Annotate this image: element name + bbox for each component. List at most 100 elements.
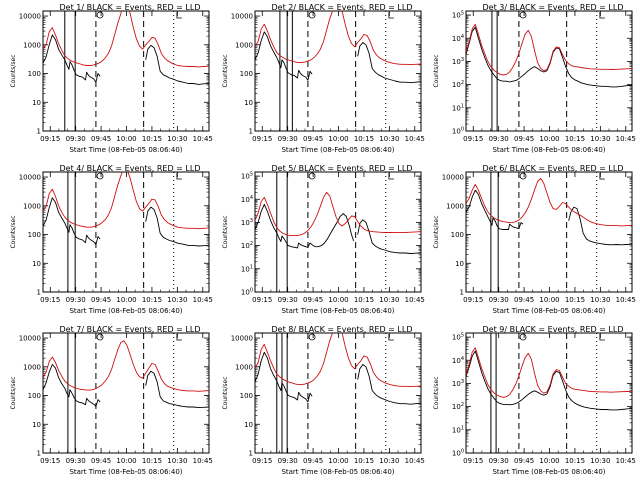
x-tick-label: 09:30 [278,296,298,304]
tick-exponent: 1 [250,264,253,270]
night-marker-icon [388,173,394,180]
tick-exponent: 0 [461,449,464,455]
series-line-lld [466,177,632,227]
series-line-events [255,31,421,84]
plot-title: Det 6/ BLACK = Events, RED = LLD [483,164,624,173]
y-tick-label: 100 [451,231,464,239]
x-tick-label: 10:30 [379,296,399,304]
x-tick-label: 09:15 [463,457,483,465]
night-marker-icon [388,334,394,341]
y-tick-label: 104 [452,34,464,43]
series-line-lld [466,23,632,76]
x-tick-label: 09:30 [278,135,298,143]
y-tick-label: 1 [249,450,253,458]
series-line-lld [466,347,632,398]
x-tick-label: 10:15 [565,296,585,304]
y-tick-label: 102 [452,80,464,89]
y-tick-label: 1 [37,289,41,297]
y-tick-label: 1000 [235,41,253,49]
x-tick-label: 09:30 [66,135,86,143]
tick-exponent: 4 [250,195,253,201]
x-tick-label: 09:45 [514,457,534,465]
series-line-lld [43,172,209,230]
x-tick-label: 10:00 [539,296,559,304]
tick-base: 10 [452,403,461,411]
y-tick-label: 102 [452,402,464,411]
x-tick-label: 10:00 [116,457,136,465]
series-line-lld [255,191,421,237]
y-axis-label: Counts/sec [433,54,440,87]
x-tick-label: 09:15 [463,135,483,143]
y-axis-label: Counts/sec [433,376,440,409]
x-tick-label: 09:45 [91,296,111,304]
x-tick-label: 10:30 [379,457,399,465]
x-tick-label: 10:15 [354,135,374,143]
x-tick-label: 09:30 [489,296,509,304]
tick-base: 10 [241,242,250,250]
x-tick-label: 09:30 [278,457,298,465]
x-axis-label: Start Time (08-Feb-05 08:06:40) [492,468,605,476]
y-tick-label: 10000 [231,335,253,343]
plot-frame [465,332,633,454]
plot-title: Det 3/ BLACK = Events, RED = LLD [483,3,624,12]
y-tick-label: 102 [241,241,253,250]
y-tick-label: 10 [32,421,41,429]
x-tick-label: 10:45 [616,457,636,465]
x-tick-label: 10:00 [539,135,559,143]
x-tick-label: 10:45 [405,457,425,465]
y-tick-label: 1 [460,289,464,297]
x-tick-label: 09:15 [40,457,60,465]
panel-det-1: Det 1/ BLACK = Events, RED = LLD Counts/s… [10,3,213,154]
x-tick-label: 10:45 [405,135,425,143]
y-tick-label: 103 [452,379,464,388]
panel-det-3: Det 3/ BLACK = Events, RED = LLD Counts/s… [433,3,636,154]
plot-title: Det 5/ BLACK = Events, RED = LLD [272,164,413,173]
x-tick-label: 10:45 [616,296,636,304]
x-tick-label: 09:45 [514,296,534,304]
y-tick-label: 1 [37,128,41,136]
sun-marker-icon [96,333,104,341]
y-axis-label: Counts/sec [433,215,440,248]
tick-base: 10 [452,450,461,458]
x-tick-label: 09:45 [91,135,111,143]
x-axis-label: Start Time (08-Feb-05 08:06:40) [492,146,605,154]
series-line-lld [43,11,209,68]
series-line-events [255,203,421,254]
series-line-events [43,364,209,409]
y-tick-label: 1000 [23,41,41,49]
x-tick-label: 10:00 [328,135,348,143]
x-axis-label: Start Time (08-Feb-05 08:06:40) [281,468,394,476]
panel-det-5: Det 5/ BLACK = Events, RED = LLD Counts/s… [222,164,425,315]
panel-det-2: Det 2/ BLACK = Events, RED = LLD Counts/s… [222,3,425,154]
series-group [255,191,421,254]
night-marker-icon [176,334,182,341]
tick-base: 10 [452,81,461,89]
x-tick-label: 10:30 [167,296,187,304]
y-tick-label: 100 [452,449,464,458]
y-tick-label: 105 [241,172,253,181]
y-tick-label: 103 [452,57,464,66]
y-tick-label: 105 [452,11,464,20]
tick-base: 10 [241,289,250,297]
tick-exponent: 3 [461,379,464,385]
x-tick-label: 09:45 [514,135,534,143]
x-tick-label: 09:45 [303,296,323,304]
plot-title: Det 1/ BLACK = Events, RED = LLD [60,3,201,12]
series-group [43,172,209,247]
series-group [466,347,632,411]
x-tick-label: 10:00 [328,457,348,465]
y-tick-label: 10 [32,260,41,268]
y-tick-label: 10000 [442,174,464,182]
y-tick-label: 104 [452,356,464,365]
x-tick-label: 09:15 [40,135,60,143]
series-line-lld [255,333,421,388]
x-tick-label: 09:15 [252,457,272,465]
series-group [466,177,632,246]
x-tick-label: 10:30 [379,135,399,143]
y-tick-label: 104 [241,195,253,204]
y-axis-label: Counts/sec [10,54,17,87]
tick-exponent: 0 [250,288,253,294]
x-tick-label: 10:00 [116,135,136,143]
y-tick-label: 100 [452,127,464,136]
y-tick-label: 100 [28,70,41,78]
